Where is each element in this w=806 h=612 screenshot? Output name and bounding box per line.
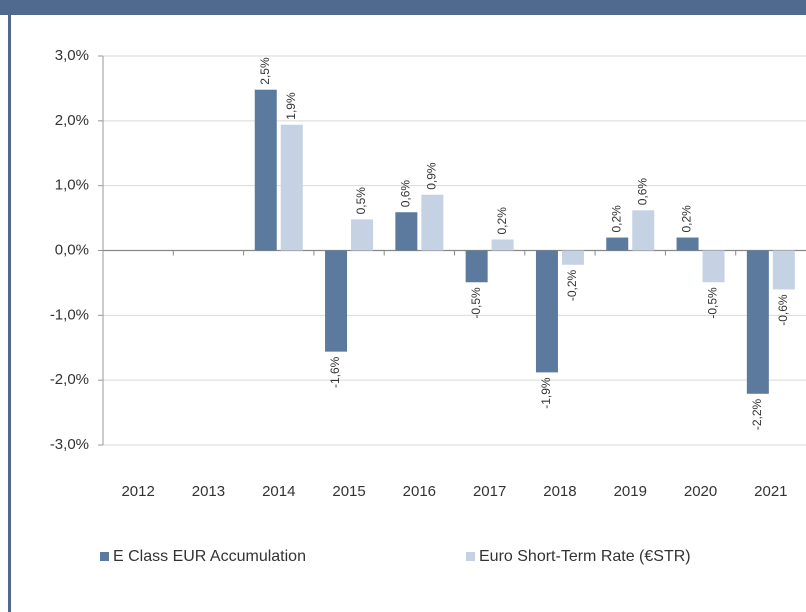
y-tick-label: 1,0%: [55, 177, 89, 194]
data-label: 0,6%: [399, 180, 413, 208]
y-tick-label: -2,0%: [50, 371, 89, 388]
bar: [702, 250, 725, 283]
bar: [491, 239, 514, 251]
bar: [351, 219, 374, 251]
legend-label: E Class EUR Accumulation: [113, 548, 306, 565]
y-tick-label: 2,0%: [55, 112, 89, 129]
legend-label: Euro Short-Term Rate (€STR): [479, 548, 691, 565]
y-tick-label: 0,0%: [55, 241, 89, 258]
bar: [325, 250, 348, 352]
bar: [254, 89, 277, 251]
data-label: -0,2%: [565, 269, 579, 301]
data-label: 0,9%: [425, 162, 439, 190]
data-label: 1,9%: [284, 92, 298, 120]
bar: [280, 124, 303, 251]
left-border: [8, 0, 11, 612]
x-tick-label: 2020: [684, 483, 717, 500]
data-label: -2,2%: [750, 398, 764, 430]
bar: [746, 250, 769, 394]
data-label: 0,2%: [495, 207, 509, 235]
data-label: -1,9%: [539, 377, 553, 409]
y-tick-label: -1,0%: [50, 306, 89, 323]
bar: [561, 250, 584, 265]
data-label: 0,2%: [680, 205, 694, 233]
bar: [772, 250, 795, 290]
x-tick-label: 2017: [473, 483, 506, 500]
legend-swatch: [100, 552, 109, 561]
data-label: -1,6%: [328, 356, 342, 388]
x-tick-label: 2018: [543, 483, 576, 500]
x-tick-label: 2012: [121, 483, 154, 500]
bar: [395, 212, 418, 251]
header-band: [0, 0, 806, 15]
data-label: 0,5%: [354, 187, 368, 215]
data-label: -0,6%: [776, 294, 790, 326]
x-tick-label: 2014: [262, 483, 295, 500]
x-tick-label: 2015: [332, 483, 365, 500]
data-label: -0,5%: [469, 287, 483, 319]
bar: [632, 210, 655, 251]
legend-swatch: [466, 552, 475, 561]
data-label: 0,2%: [609, 205, 623, 233]
bar: [421, 194, 444, 251]
data-label: 2,5%: [258, 57, 272, 85]
data-label: -0,5%: [706, 287, 720, 319]
data-label: 0,6%: [635, 178, 649, 206]
bar: [465, 250, 488, 283]
x-tick-label: 2021: [754, 483, 787, 500]
bar: [535, 250, 558, 373]
x-tick-label: 2016: [403, 483, 436, 500]
x-tick-label: 2013: [192, 483, 225, 500]
y-tick-label: 3,0%: [55, 47, 89, 64]
bar: [606, 237, 629, 251]
bar: [676, 237, 699, 251]
y-tick-label: -3,0%: [50, 436, 89, 453]
x-tick-label: 2019: [614, 483, 647, 500]
